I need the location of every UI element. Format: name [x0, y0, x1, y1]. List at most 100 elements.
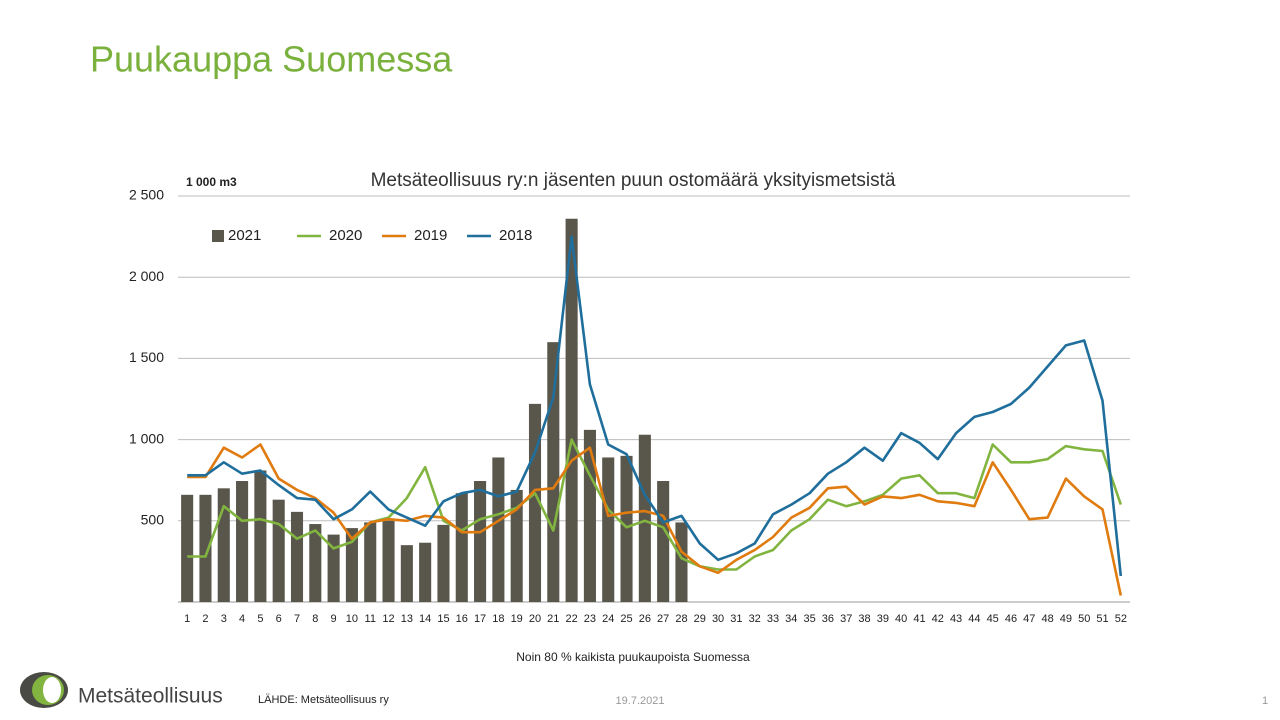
bar	[364, 522, 377, 602]
bar	[181, 494, 194, 602]
x-tick-label: 47	[1023, 613, 1035, 625]
x-tick-label: 31	[730, 613, 742, 625]
x-tick-label: 43	[950, 613, 962, 625]
y-tick-label: 2 500	[129, 187, 164, 203]
bar	[492, 457, 505, 602]
x-tick-label: 33	[767, 613, 779, 625]
bar	[620, 455, 633, 602]
bar	[290, 511, 304, 602]
bar	[657, 481, 670, 602]
x-tick-label: 21	[547, 613, 559, 625]
x-tick-label: 14	[419, 613, 431, 625]
bar	[236, 481, 249, 602]
y-tick-label: 2 000	[129, 268, 164, 284]
legend-label: 2019	[414, 227, 447, 244]
x-tick-label: 11	[365, 613, 376, 625]
x-tick-label: 13	[401, 613, 413, 625]
x-tick-label: 6	[276, 613, 282, 625]
x-tick-label: 52	[1115, 613, 1127, 625]
y-tick-label: 1 000	[129, 430, 164, 446]
bar	[254, 470, 267, 602]
x-tick-label: 8	[312, 613, 318, 625]
x-tick-label: 23	[584, 613, 596, 625]
x-tick-label: 18	[492, 613, 504, 625]
logo-mark	[20, 672, 68, 708]
bar	[565, 218, 578, 602]
bar	[345, 528, 358, 602]
bar	[510, 489, 523, 602]
x-tick-label: 1	[184, 613, 190, 625]
x-tick-label: 4	[239, 613, 245, 625]
source: LÄHDE: Metsäteollisuus ry	[258, 694, 389, 706]
legend-label: 2018	[499, 227, 532, 244]
bar	[602, 457, 615, 602]
page-number: 1	[1262, 695, 1268, 707]
x-tick-label: 29	[694, 613, 706, 625]
bar	[327, 534, 340, 602]
x-tick-label: 12	[382, 613, 394, 625]
x-tick-label: 32	[749, 613, 761, 625]
x-tick-label: 27	[657, 613, 669, 625]
bar	[272, 499, 285, 602]
date: 19.7.2021	[616, 695, 665, 707]
bar	[437, 524, 450, 602]
x-tick-label: 46	[1005, 613, 1017, 625]
x-tick-label: 36	[822, 613, 834, 625]
x-tick-label: 25	[620, 613, 632, 625]
bar	[400, 545, 413, 602]
bar	[528, 403, 542, 602]
bar	[309, 524, 322, 602]
x-tick-label: 3	[221, 613, 227, 625]
legend-swatch	[212, 230, 224, 242]
x-tick-label: 20	[529, 613, 541, 625]
bar	[419, 542, 432, 602]
x-tick-label: 34	[785, 613, 797, 625]
legend-label: 2020	[329, 227, 362, 244]
logo-text: Metsäteollisuus	[78, 685, 223, 708]
line	[187, 443, 1123, 596]
line	[187, 235, 1123, 577]
x-tick-label: 17	[474, 613, 486, 625]
x-tick-label: 41	[913, 613, 925, 625]
x-tick-label: 44	[968, 613, 980, 625]
x-tick-label: 40	[895, 613, 907, 625]
y-tick-label: 1 500	[129, 349, 164, 365]
x-tick-label: 35	[803, 613, 815, 625]
x-tick-label: 15	[437, 613, 449, 625]
bar	[382, 520, 395, 602]
x-tick-label: 5	[257, 613, 263, 625]
bar	[638, 434, 651, 602]
x-tick-label: 38	[858, 613, 870, 625]
bar	[675, 522, 688, 602]
x-tick-label: 45	[987, 613, 999, 625]
y-tick-label: 500	[141, 512, 165, 528]
bar	[455, 493, 468, 602]
x-tick-label: 48	[1041, 613, 1053, 625]
bar	[474, 481, 487, 602]
line	[187, 438, 1123, 571]
x-tick-label: 24	[602, 613, 614, 625]
x-tick-label: 49	[1060, 613, 1072, 625]
x-tick-label: 26	[639, 613, 651, 625]
chart-title: Metsäteollisuus ry:n jäsenten puun ostom…	[371, 170, 896, 191]
x-tick-label: 37	[840, 613, 852, 625]
x-tick-label: 50	[1078, 613, 1090, 625]
x-tick-label: 51	[1096, 613, 1108, 625]
x-tick-label: 22	[565, 613, 577, 625]
bar	[199, 494, 212, 602]
x-tick-label: 2	[202, 613, 208, 625]
legend-label: 2021	[228, 227, 261, 244]
x-tick-label: 19	[511, 613, 523, 625]
x-tick-label: 16	[456, 613, 468, 625]
bar	[583, 429, 596, 602]
x-tick-label: 42	[932, 613, 944, 625]
y-unit: 1 000 m3	[186, 175, 237, 189]
x-tick-label: 9	[331, 613, 337, 625]
x-tick-label: 39	[877, 613, 889, 625]
x-tick-label: 28	[675, 613, 687, 625]
x-axis-label: Noin 80 % kaikista puukaupoista Suomessa	[516, 650, 750, 664]
x-tick-label: 30	[712, 613, 724, 625]
x-tick-label: 7	[294, 613, 300, 625]
